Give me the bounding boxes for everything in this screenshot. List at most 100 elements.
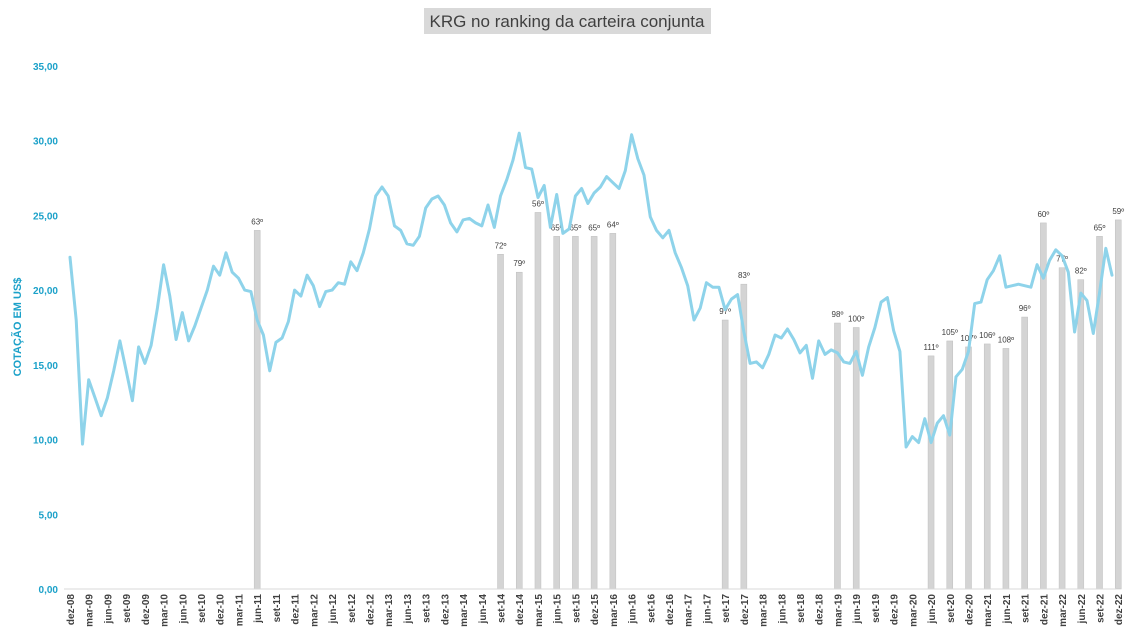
x-tick-label: set-13 [422, 594, 433, 623]
x-tick-label: mar-17 [684, 594, 695, 627]
ranking-bar [1114, 219, 1122, 590]
chart-title-text: KRG no ranking da carteira conjunta [430, 12, 706, 31]
x-axis-ticks: dez-08 mar-09 jun-09 set-09 dez-09 mar-10 jun-… [66, 594, 1125, 627]
y-tick-label: 35,00 [33, 62, 58, 73]
x-tick-label: set-12 [347, 594, 358, 623]
y-axis-label: COTAÇÃO EM US$ [11, 278, 24, 377]
chart-title: KRG no ranking da carteira conjunta [424, 8, 711, 34]
ranking-label: 65º [569, 223, 581, 232]
x-tick-label: jun-18 [777, 594, 788, 625]
y-tick-label: 20,00 [33, 286, 58, 297]
ranking-bar [1021, 316, 1028, 590]
x-tick-label: set-09 [122, 594, 133, 623]
price-series-line [68, 131, 1114, 449]
x-tick-label: set-10 [197, 594, 208, 623]
x-tick-label: mar-11 [234, 594, 245, 627]
ranking-label: 64º [607, 220, 619, 229]
y-axis-ticks: 0,00 5,00 10,00 15,00 20,00 25,00 30,00 35,00 [33, 62, 58, 596]
ranking-bar [590, 236, 598, 590]
ranking-label: 60º [1037, 210, 1049, 219]
x-tick-label: set-16 [646, 594, 657, 623]
x-tick-label: set-18 [796, 594, 807, 623]
x-tick-label: mar-15 [534, 594, 545, 627]
ranking-label: 100º [848, 315, 864, 324]
x-tick-label: dez-19 [890, 594, 901, 626]
ranking-label: 63º [251, 217, 263, 226]
x-tick-label: mar-13 [384, 594, 395, 627]
y-tick-label: 15,00 [33, 361, 58, 372]
x-tick-label: set-21 [1021, 594, 1032, 623]
ranking-label: 65º [588, 223, 600, 232]
ranking-label: 97º [719, 307, 731, 316]
x-tick-label: dez-21 [1039, 594, 1050, 626]
ranking-bar [1002, 348, 1010, 590]
ranking-label: 96º [1019, 304, 1031, 313]
x-tick-label: mar-14 [459, 594, 470, 627]
x-tick-label: jun-12 [328, 594, 339, 625]
x-tick-label: dez-18 [815, 594, 826, 626]
ranking-label: 79º [513, 259, 525, 268]
chart-title-background [424, 8, 711, 34]
x-tick-label: mar-20 [908, 594, 919, 627]
ranking-label: 83º [738, 271, 750, 280]
ranking-label: 105º [942, 328, 958, 337]
x-tick-label: set-15 [571, 594, 582, 623]
x-tick-label: jun-16 [628, 594, 639, 625]
x-tick-label: set-14 [497, 594, 508, 623]
x-tick-label: dez-12 [365, 594, 376, 626]
x-tick-label: mar-16 [609, 594, 620, 627]
x-tick-label: dez-14 [515, 594, 526, 626]
x-tick-label: dez-10 [216, 594, 227, 626]
x-tick-label: mar-19 [833, 594, 844, 627]
x-tick-label: dez-13 [440, 594, 451, 626]
x-tick-label: mar-18 [759, 594, 770, 627]
ranking-bar [553, 236, 560, 590]
ranking-bar [497, 254, 504, 590]
x-tick-label: mar-12 [309, 594, 320, 627]
ranking-label: 82º [1075, 267, 1087, 276]
x-tick-label: jun-19 [852, 594, 863, 625]
y-tick-label: 5,00 [39, 510, 59, 521]
ranking-labels: 63º 72º 79º 56º 65º 65º 65º 64º 97º 83º 98º 100º 111… [251, 199, 1124, 351]
ranking-bar [852, 327, 860, 590]
ranking-bar [515, 271, 523, 590]
x-tick-label: jun-14 [478, 594, 489, 625]
ranking-bars [253, 212, 1122, 590]
x-tick-label: dez-16 [665, 594, 676, 626]
ranking-bar [927, 355, 935, 590]
ranking-bar [609, 233, 617, 590]
ranking-label: 65º [551, 223, 563, 232]
ranking-label: 72º [495, 241, 507, 250]
x-tick-label: jun-11 [253, 594, 264, 624]
x-tick-label: jun-10 [178, 594, 189, 625]
ranking-label: 111º [924, 343, 939, 352]
y-tick-label: 10,00 [33, 436, 58, 447]
x-tick-label: set-19 [871, 594, 882, 623]
y-tick-label: 25,00 [33, 211, 58, 222]
ranking-bar [983, 343, 991, 590]
ranking-bar [572, 236, 579, 590]
ranking-bar [946, 340, 954, 590]
x-tick-label: set-22 [1096, 594, 1107, 623]
ranking-label: 108º [998, 335, 1014, 344]
ranking-bar [965, 346, 972, 590]
x-tick-label: dez-17 [740, 594, 751, 626]
y-tick-label: 30,00 [33, 137, 58, 148]
x-tick-label: jun-13 [403, 594, 414, 625]
ranking-bar [253, 230, 261, 590]
x-tick-label: mar-21 [983, 594, 994, 627]
x-tick-label: set-11 [272, 594, 283, 623]
x-tick-label: dez-09 [141, 594, 152, 626]
x-tick-label: dez-08 [66, 594, 77, 626]
x-tick-label: jun-21 [1002, 594, 1013, 625]
ranking-bar [534, 212, 542, 590]
x-tick-label: dez-11 [291, 594, 302, 625]
x-tick-label: dez-15 [590, 594, 601, 626]
x-tick-label: jun-17 [702, 594, 713, 625]
ranking-bar [1077, 279, 1085, 590]
x-tick-label: set-17 [721, 594, 732, 623]
ranking-label: 107º [960, 334, 976, 343]
x-tick-label: jun-15 [553, 594, 564, 625]
ranking-bar [1058, 267, 1066, 590]
